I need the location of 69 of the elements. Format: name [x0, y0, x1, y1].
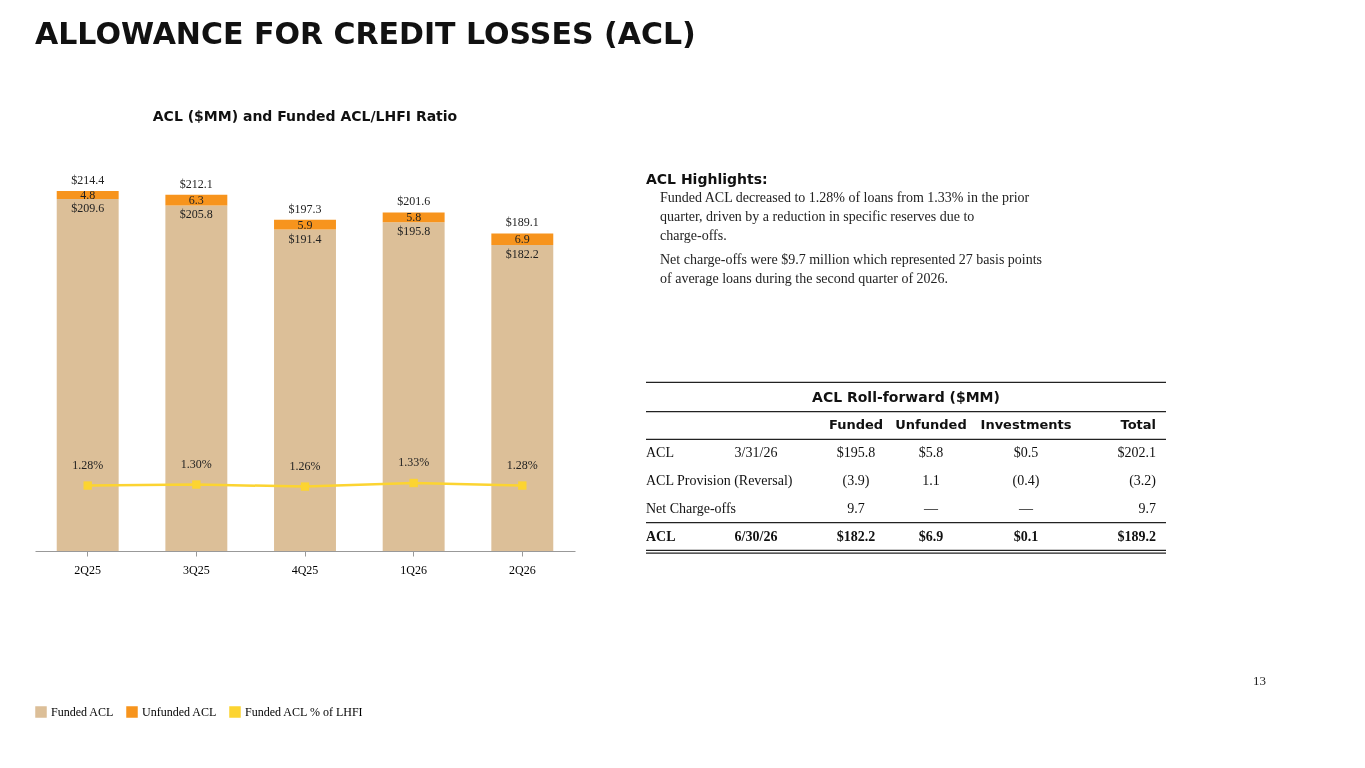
category-label: Investments: [980, 417, 1072, 433]
text: $0.5: [1013, 445, 1039, 461]
total-label: $189.1: [505, 215, 539, 230]
text: (3.9): [842, 473, 870, 488]
text: ACL Roll-forward ($MM): [812, 388, 1000, 405]
data-label: 1.30%: [180, 456, 212, 471]
text: —: [924, 500, 938, 516]
text: $0.1: [1013, 528, 1039, 544]
total-label: $201.6: [397, 194, 431, 209]
text: 1.1: [922, 473, 940, 488]
text: $202.1: [1117, 445, 1156, 461]
data-label: 1.26%: [289, 458, 321, 473]
text: $182.2: [836, 528, 876, 544]
text: ACL Highlights:: [646, 171, 768, 187]
chart-title: ALLOWANCE FOR CREDIT LOSSES (ACL): [35, 16, 696, 51]
total-label: $214.4: [71, 173, 105, 187]
bar: [491, 233, 554, 246]
data-label: 4.8: [80, 188, 96, 203]
legend-label: Unfunded ACL: [142, 705, 217, 719]
data-label: 5.9: [297, 217, 313, 232]
legend-label: Funded ACL: [51, 705, 114, 719]
bar: [382, 212, 445, 223]
category-label: ACL Provision (Reversal): [646, 473, 793, 488]
text: —: [1019, 500, 1033, 516]
data-label: $209.6: [71, 201, 105, 216]
text: 6/30/26: [734, 528, 778, 544]
text: $189.2: [1117, 528, 1156, 544]
data-label: 6.9: [514, 232, 530, 247]
total-label: $212.1: [179, 176, 213, 191]
x-tick-label: 2Q25: [74, 562, 102, 577]
text: $5.8: [918, 445, 944, 461]
total-label: $197.3: [288, 201, 322, 216]
text: Net charge-offs were $9.7 million which represented 27 basis points of average loans during the second quarter of 2026.: [660, 251, 1043, 286]
text: 9.7: [847, 500, 865, 516]
data-label: 5.8: [406, 210, 422, 225]
text: 3/31/26: [734, 445, 778, 461]
bar: [56, 199, 119, 551]
text: 9.7: [1138, 500, 1156, 516]
category-label: Total: [1120, 417, 1156, 433]
bar: [274, 219, 336, 230]
text: (3.2): [1129, 473, 1156, 488]
category-label: ACL: [646, 445, 674, 461]
bar: [274, 229, 336, 551]
data-label: 1.33%: [398, 455, 430, 469]
data-label: $182.2: [505, 247, 539, 262]
x-tick-label: 4Q25: [291, 562, 319, 577]
legend-label: Funded ACL % of LHFI: [245, 705, 363, 719]
data-label: 1.28%: [72, 457, 104, 472]
x-tick-label: 2Q26: [508, 562, 536, 577]
data-label: $195.8: [397, 224, 431, 239]
bar: [491, 245, 554, 551]
text: (0.4): [1012, 473, 1040, 488]
category-label: Unfunded: [895, 417, 967, 433]
bar: [165, 205, 228, 551]
data-label: 6.3: [188, 193, 204, 208]
data-label: 1.28%: [506, 457, 538, 472]
text: Funded ACL decreased to 1.28% of loans from 1.33% in the prior quarter, driven by a reduction in specific reserves due to charge-offs.: [660, 190, 1030, 243]
category-label: Net Charge-offs: [646, 500, 737, 516]
text: $6.9: [918, 528, 944, 544]
text: 13: [1253, 673, 1266, 688]
data-label: $205.8: [179, 207, 213, 222]
x-tick-label: 1Q26: [400, 562, 427, 577]
x-tick-label: 3Q25: [183, 562, 210, 577]
category-label: ACL: [646, 528, 676, 544]
bar: [382, 222, 445, 551]
chart-subtitle: ACL ($MM) and Funded ACL/LHFI Ratio: [152, 108, 458, 124]
text: $195.8: [836, 445, 876, 461]
category-label: Funded: [828, 417, 884, 433]
data-label: $191.4: [288, 231, 322, 246]
